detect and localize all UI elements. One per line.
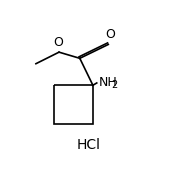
Text: NH: NH [99,77,118,90]
Text: 2: 2 [111,80,118,90]
Text: HCl: HCl [76,138,100,152]
Text: O: O [53,36,63,49]
Text: O: O [105,28,115,41]
